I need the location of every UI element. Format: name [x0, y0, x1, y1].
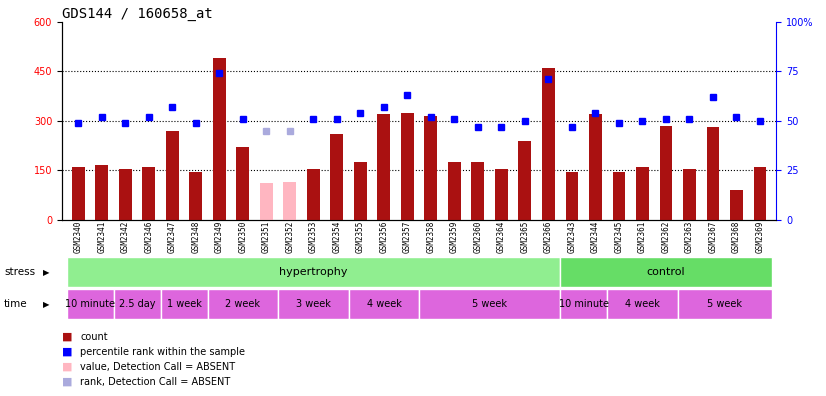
- Text: ■: ■: [62, 377, 73, 387]
- Bar: [96, 165, 108, 220]
- Text: GSM2340: GSM2340: [74, 221, 83, 253]
- Text: ■: ■: [62, 331, 73, 342]
- Text: GSM2353: GSM2353: [309, 221, 318, 253]
- Bar: [589, 114, 602, 220]
- Bar: [706, 128, 719, 220]
- Bar: [260, 183, 273, 220]
- Bar: [142, 167, 155, 220]
- Bar: [659, 126, 672, 220]
- Bar: [753, 167, 767, 220]
- Text: GSM2341: GSM2341: [97, 221, 107, 253]
- Bar: [377, 114, 391, 220]
- Bar: [166, 131, 179, 220]
- Text: ■: ■: [62, 346, 73, 357]
- Text: GSM2342: GSM2342: [121, 221, 130, 253]
- Text: GSM2343: GSM2343: [567, 221, 577, 253]
- Text: 5 week: 5 week: [472, 299, 507, 309]
- Bar: [495, 169, 508, 220]
- Text: hypertrophy: hypertrophy: [279, 267, 348, 277]
- Text: percentile rank within the sample: percentile rank within the sample: [80, 346, 245, 357]
- Bar: [349, 289, 419, 319]
- Text: control: control: [647, 267, 686, 277]
- Text: GSM2344: GSM2344: [591, 221, 600, 253]
- Text: ▶: ▶: [43, 300, 50, 308]
- Bar: [401, 112, 414, 220]
- Text: GSM2359: GSM2359: [450, 221, 459, 253]
- Bar: [114, 289, 161, 319]
- Text: rank, Detection Call = ABSENT: rank, Detection Call = ABSENT: [80, 377, 230, 387]
- Bar: [283, 182, 297, 220]
- Bar: [207, 289, 278, 319]
- Text: 4 week: 4 week: [625, 299, 660, 309]
- Text: GSM2356: GSM2356: [379, 221, 388, 253]
- Text: 10 minute: 10 minute: [65, 299, 115, 309]
- Bar: [161, 289, 207, 319]
- Text: 4 week: 4 week: [367, 299, 401, 309]
- Text: GSM2349: GSM2349: [215, 221, 224, 253]
- Text: GSM2358: GSM2358: [426, 221, 435, 253]
- Text: GSM2364: GSM2364: [497, 221, 506, 253]
- Bar: [730, 190, 743, 220]
- Bar: [472, 162, 484, 220]
- Bar: [566, 172, 578, 220]
- Text: GSM2355: GSM2355: [356, 221, 365, 253]
- Bar: [236, 147, 249, 220]
- Bar: [67, 257, 560, 287]
- Bar: [560, 289, 607, 319]
- Bar: [72, 167, 85, 220]
- Text: GSM2365: GSM2365: [520, 221, 529, 253]
- Text: GSM2362: GSM2362: [662, 221, 671, 253]
- Bar: [677, 289, 771, 319]
- Bar: [542, 68, 555, 220]
- Text: GDS144 / 160658_at: GDS144 / 160658_at: [62, 7, 213, 21]
- Bar: [67, 289, 114, 319]
- Text: GSM2360: GSM2360: [473, 221, 482, 253]
- Text: 3 week: 3 week: [296, 299, 331, 309]
- Bar: [189, 172, 202, 220]
- Bar: [119, 169, 132, 220]
- Text: count: count: [80, 331, 107, 342]
- Text: GSM2369: GSM2369: [756, 221, 765, 253]
- Text: GSM2354: GSM2354: [332, 221, 341, 253]
- Text: GSM2368: GSM2368: [732, 221, 741, 253]
- Text: 10 minute: 10 minute: [558, 299, 609, 309]
- Text: 2 week: 2 week: [225, 299, 260, 309]
- Text: GSM2350: GSM2350: [239, 221, 248, 253]
- Text: GSM2348: GSM2348: [192, 221, 201, 253]
- Text: 1 week: 1 week: [167, 299, 202, 309]
- Text: value, Detection Call = ABSENT: value, Detection Call = ABSENT: [80, 362, 235, 372]
- Text: GSM2357: GSM2357: [403, 221, 412, 253]
- Bar: [613, 172, 625, 220]
- Bar: [519, 141, 531, 220]
- Text: time: time: [4, 299, 28, 309]
- Bar: [278, 289, 349, 319]
- Text: GSM2347: GSM2347: [168, 221, 177, 253]
- Bar: [354, 162, 367, 220]
- Text: GSM2367: GSM2367: [709, 221, 718, 253]
- Bar: [636, 167, 649, 220]
- Text: GSM2363: GSM2363: [685, 221, 694, 253]
- Text: GSM2361: GSM2361: [638, 221, 647, 253]
- Bar: [213, 58, 225, 220]
- Bar: [330, 134, 344, 220]
- Text: GSM2352: GSM2352: [286, 221, 294, 253]
- Text: 2.5 day: 2.5 day: [119, 299, 155, 309]
- Bar: [448, 162, 461, 220]
- Text: ■: ■: [62, 362, 73, 372]
- Text: GSM2351: GSM2351: [262, 221, 271, 253]
- Text: GSM2366: GSM2366: [544, 221, 553, 253]
- Bar: [683, 169, 696, 220]
- Text: GSM2346: GSM2346: [145, 221, 154, 253]
- Text: GSM2345: GSM2345: [615, 221, 624, 253]
- Bar: [419, 289, 560, 319]
- Bar: [560, 257, 771, 287]
- Bar: [307, 169, 320, 220]
- Text: stress: stress: [4, 267, 36, 278]
- Bar: [425, 116, 438, 220]
- Text: ▶: ▶: [43, 268, 50, 277]
- Bar: [607, 289, 677, 319]
- Text: 5 week: 5 week: [707, 299, 743, 309]
